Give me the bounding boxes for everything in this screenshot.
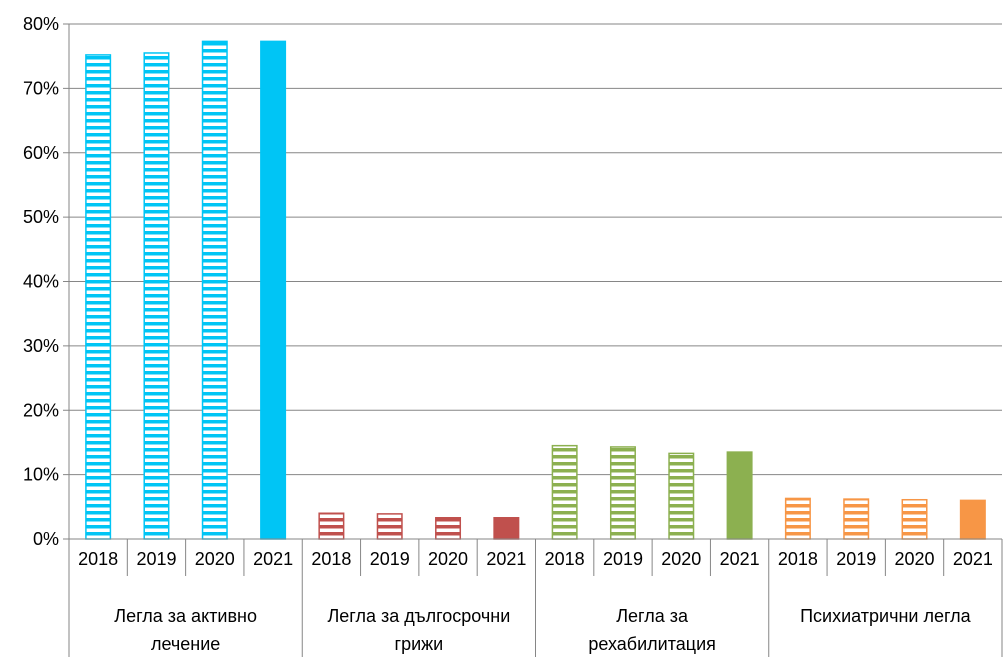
y-tick-label: 40% [23, 272, 59, 292]
year-label: 2019 [136, 549, 176, 569]
year-label: 2021 [486, 549, 526, 569]
bar [726, 451, 753, 540]
y-tick-label: 70% [23, 78, 59, 98]
group-label: лечение [151, 634, 220, 654]
y-tick-label: 20% [23, 400, 59, 420]
y-tick-label: 0% [33, 529, 59, 549]
bar [609, 446, 636, 540]
year-label: 2019 [836, 549, 876, 569]
bar [143, 52, 170, 540]
group-label: Психиатрични легла [800, 606, 972, 626]
year-label: 2021 [720, 549, 760, 569]
year-label: 2021 [953, 549, 993, 569]
bar [260, 40, 287, 540]
bar [784, 497, 811, 540]
group-label: Легла за дългосрочни [327, 606, 510, 626]
year-label: 2018 [78, 549, 118, 569]
bar [668, 452, 695, 540]
year-label: 2020 [428, 549, 468, 569]
group-label: Легла за [616, 606, 689, 626]
year-label: 2021 [253, 549, 293, 569]
bar [493, 517, 520, 540]
bar [201, 40, 228, 540]
bar [376, 513, 403, 540]
bar [843, 498, 870, 540]
bar [551, 444, 578, 540]
year-label: 2020 [895, 549, 935, 569]
year-label: 2019 [370, 549, 410, 569]
y-tick-label: 60% [23, 143, 59, 163]
bar [318, 512, 345, 540]
bar [435, 517, 462, 540]
group-label: Легла за активно [114, 606, 257, 626]
group-label: рехабилитация [588, 634, 716, 654]
y-tick-label: 10% [23, 465, 59, 485]
year-label: 2018 [545, 549, 585, 569]
y-tick-label: 50% [23, 207, 59, 227]
axis-labels: 0% 10% 20% 30% 40% 50% 60% 70% 80% 2018 2019 2020 20… [23, 14, 993, 654]
bars [85, 40, 986, 540]
year-label: 2018 [311, 549, 351, 569]
axes [63, 23, 1003, 657]
year-label: 2018 [778, 549, 818, 569]
year-label: 2020 [661, 549, 701, 569]
bar [85, 54, 112, 540]
bar [901, 498, 928, 540]
year-label: 2020 [195, 549, 235, 569]
year-label: 2019 [603, 549, 643, 569]
bar [959, 499, 986, 540]
y-tick-label: 30% [23, 336, 59, 356]
group-label: грижи [395, 634, 444, 654]
y-tick-label: 80% [23, 14, 59, 34]
